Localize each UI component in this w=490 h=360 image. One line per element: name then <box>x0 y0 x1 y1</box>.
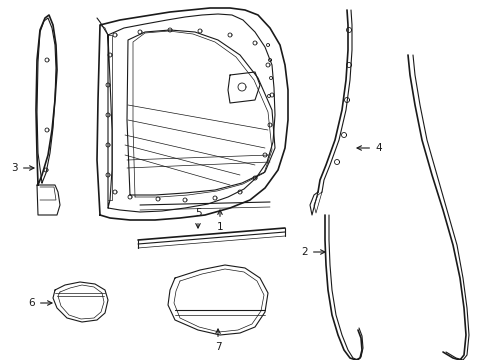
Text: 2: 2 <box>301 247 325 257</box>
Text: 5: 5 <box>195 208 201 228</box>
Text: 1: 1 <box>217 210 223 232</box>
Text: 4: 4 <box>357 143 382 153</box>
Text: 6: 6 <box>28 298 52 308</box>
Text: 7: 7 <box>215 329 221 352</box>
Text: 3: 3 <box>11 163 34 173</box>
